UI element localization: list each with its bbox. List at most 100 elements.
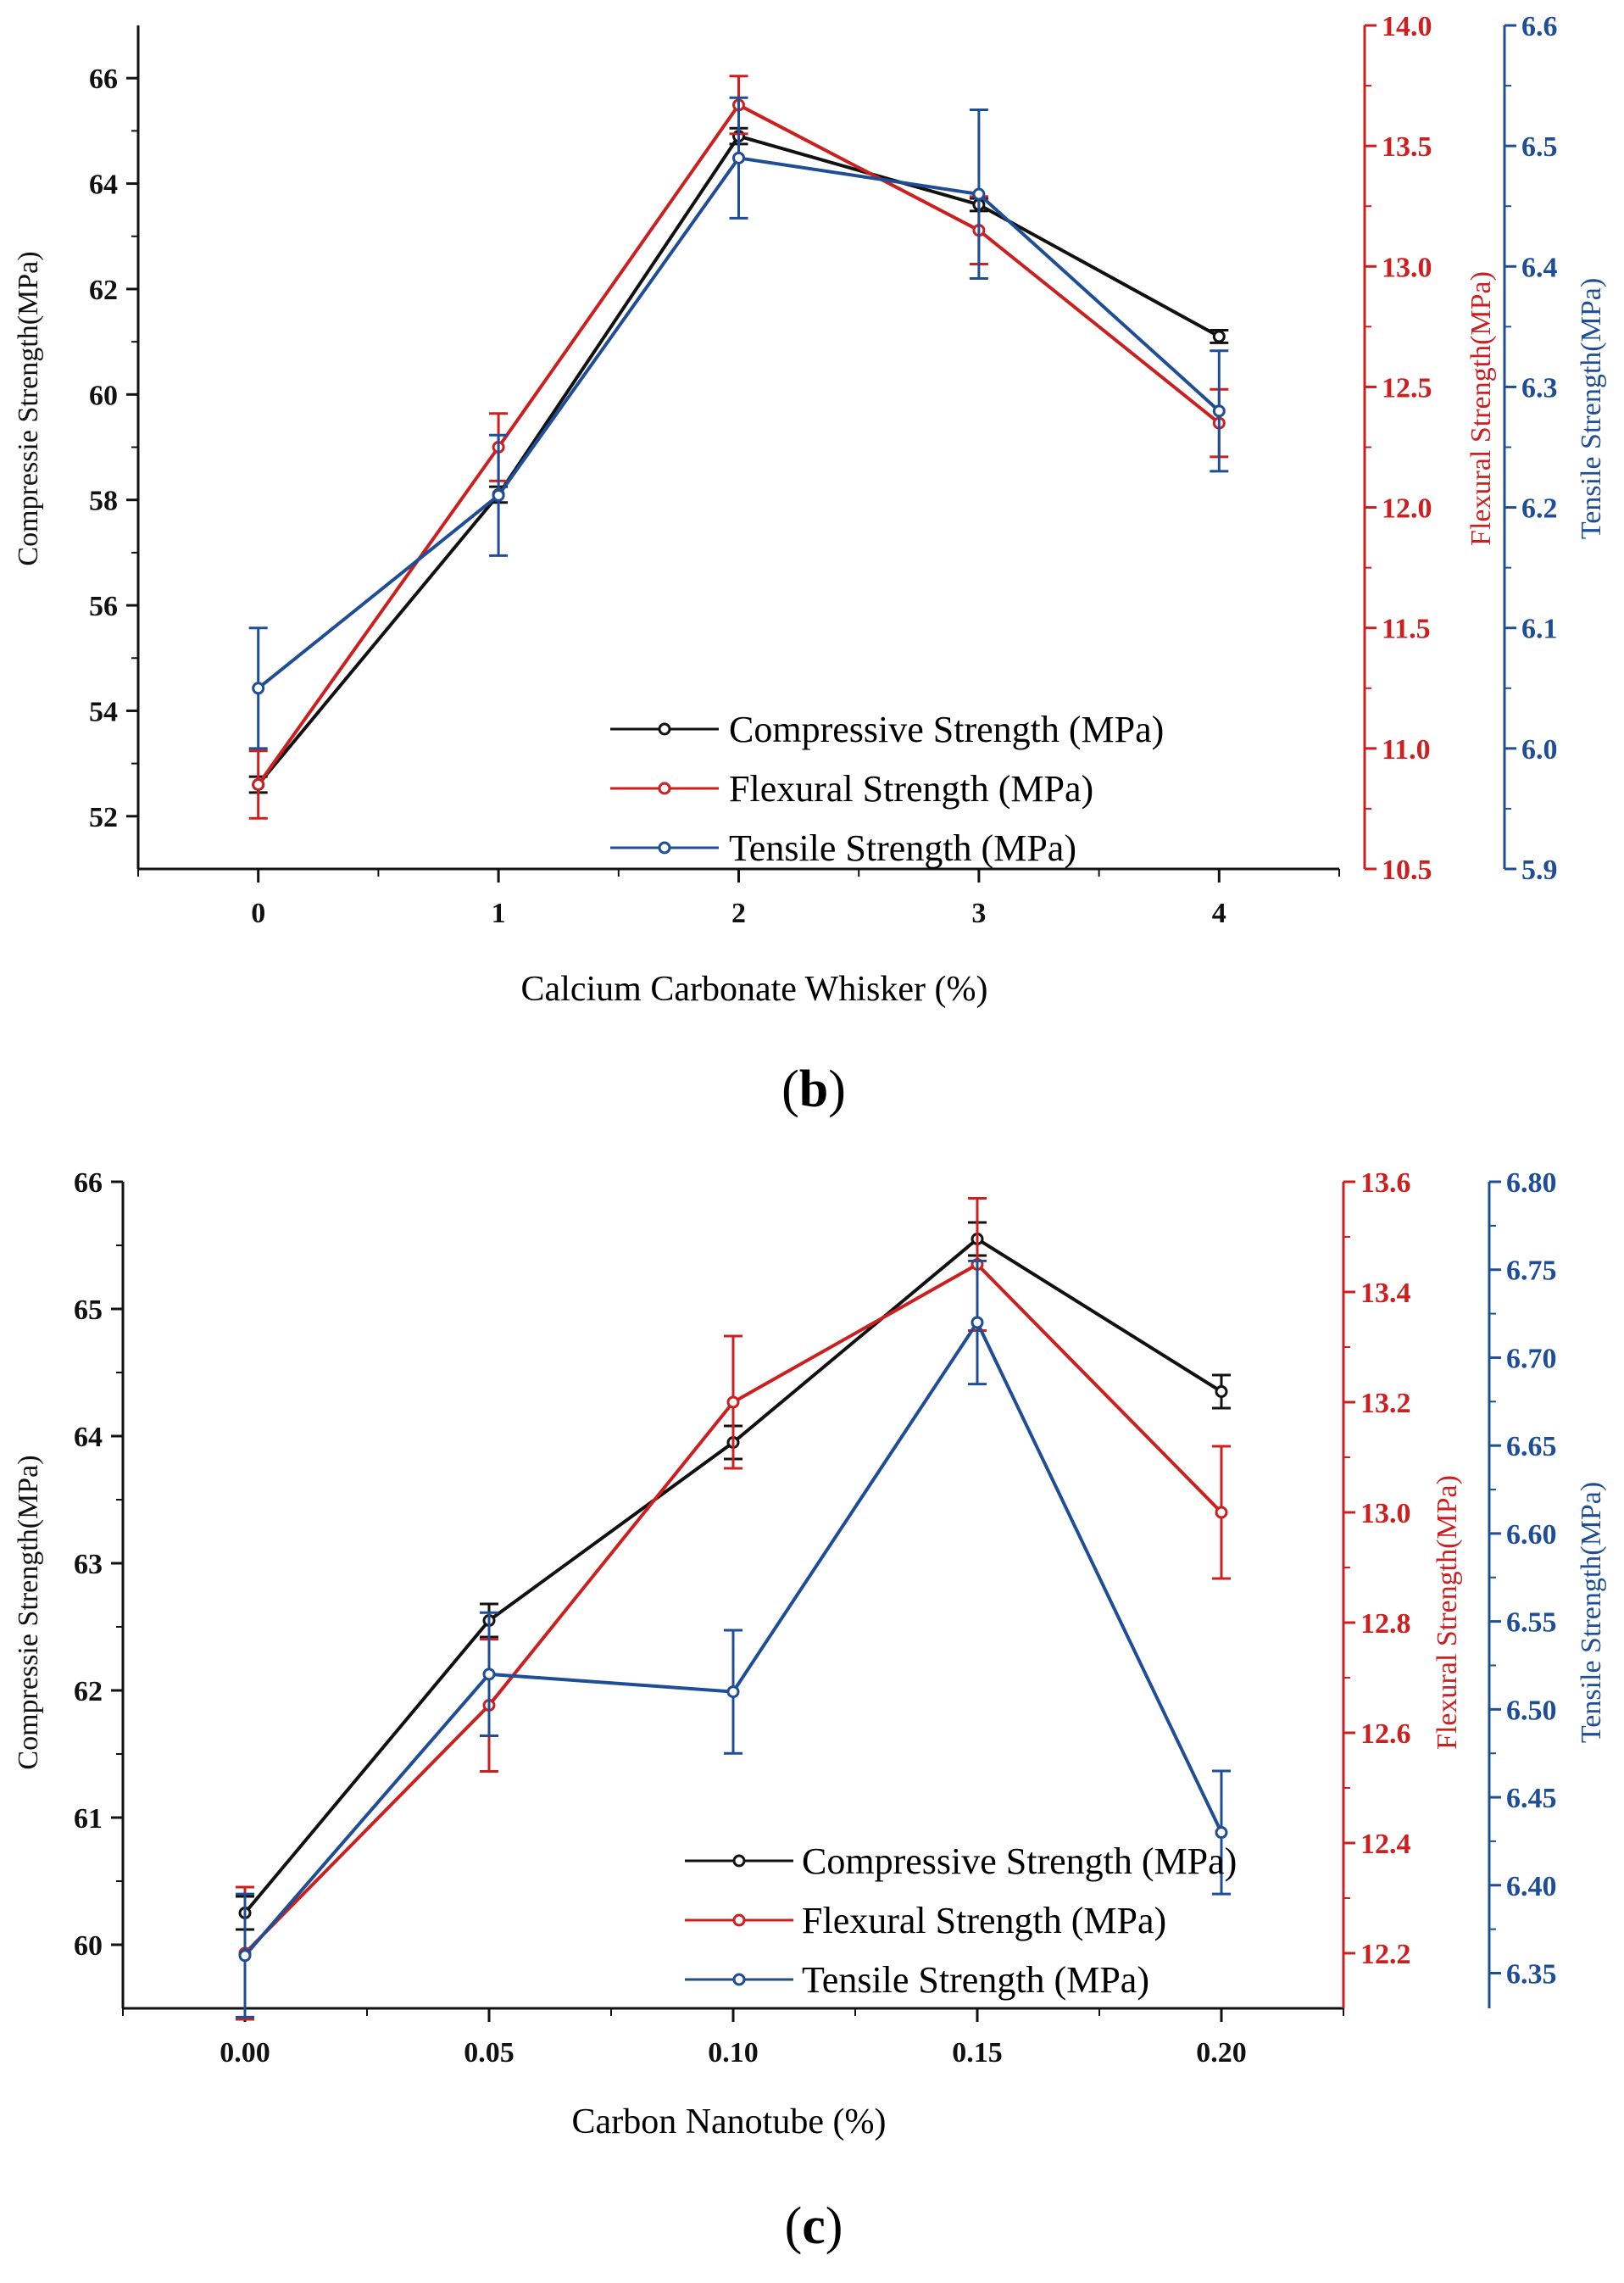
chart-c-left-axis-title: Compressie Strength(MPa) [13,1455,44,1769]
chart-c-tensile-strength-mpa-point [1215,1826,1228,1840]
chart-c-tensile-strength-mpa-tick-label: 6.40 [1506,1871,1557,1902]
chart-c-tensile-strength-mpa-tick-label: 6.35 [1506,1959,1557,1991]
chart-b-tensile-strength-mpa-point [732,151,745,164]
chart-b-flexural-strength-mpa-tick-label: 12.5 [1382,372,1432,404]
chart-c-tensile-strength-mpa-point [238,1949,252,1963]
chart-c-tensile-strength-mpa-tick-label: 6.45 [1506,1783,1557,1814]
chart-b-compressive-strength-mpa-line [257,134,1221,786]
chart-b-flexural-strength-mpa-tick-label: 12.0 [1382,493,1432,525]
chart-b-tensile-axis-title: Tensile Strength(MPa) [1576,278,1607,539]
chart-b-panel-label-open: ( [781,1061,799,1118]
chart-b-panel-label-close: ) [828,1061,846,1118]
chart-b-flexural-strength-mpa-tick-label: 10.5 [1382,855,1432,886]
chart-b-compressive-strength-mpa-point [1212,330,1226,343]
chart-b-compressie-strength-mpa-tick-label: 56 [89,591,118,622]
chart-b-legend: Compressive Strength (MPa) Flexural Stre… [610,709,1164,869]
chart-c-compressive-strength-mpa-point [1215,1385,1228,1398]
chart-c-tensile-strength-mpa-tick-label: 6.80 [1506,1167,1557,1199]
chart-b-tensile-strength-mpa-tick-label: 6.5 [1521,131,1558,163]
chart-b-tensile-strength-mpa-tick-label: 6.6 [1521,11,1558,42]
chart-c-tensile-strength-mpa-tick-label: 6.70 [1506,1343,1557,1374]
chart-c-panel-label: (c) [785,2197,843,2255]
legend-b-tensile-label: Tensile Strength (MPa) [729,827,1076,869]
chart-c-x-tick-label: 0.05 [464,2037,514,2069]
chart-b-panel-label: (b) [781,1061,846,1118]
chart-c-tensile-strength-mpa-tick-label: 6.65 [1506,1431,1557,1462]
chart-panel-b: 0 1 2 3 4 52 54 56 58 60 62 64 66 10.5 11.0 11.5 12.0 12.… [0,0,1624,1141]
chart-b-compressie-strength-mpa-tick-label: 52 [89,802,118,833]
chart-b-compressie-strength-mpa-tick-label: 58 [89,486,118,517]
chart-b-x-tick-label: 1 [492,898,506,929]
chart-c-x-tick-label: 0.15 [952,2037,1003,2069]
legend-c-compressive-label: Compressive Strength (MPa) [802,1840,1237,1882]
chart-b-compressie-strength-mpa-tick-label: 64 [89,170,118,201]
chart-b-tensile-strength-mpa-tick-label: 5.9 [1521,855,1558,886]
chart-b-flexural-strength-mpa-point [252,778,265,791]
chart-c-compressie-strength-mpa-tick-label: 64 [74,1422,103,1453]
chart-c-tensile-strength-mpa-tick-label: 6.50 [1506,1695,1557,1726]
chart-b-svg: 0 1 2 3 4 52 54 56 58 60 62 64 66 10.5 11.0 11.5 12.0 12.… [13,11,1607,1118]
chart-b-flexural-strength-mpa-tick-label: 14.0 [1382,11,1432,42]
chart-c-tensile-strength-mpa-point [726,1685,740,1699]
chart-c-x-axis-title: Carbon Nanotube (%) [572,2102,887,2141]
chart-b-tensile-strength-mpa-point [972,187,986,201]
chart-c-legend: Compressive Strength (MPa) Flexural Stre… [685,1840,1237,2001]
chart-c-compressie-strength-mpa-tick-label: 62 [74,1676,103,1707]
chart-b-tensile-strength-mpa-point [1212,404,1226,418]
chart-c-compressie-strength-mpa-tick-label: 60 [74,1930,103,1962]
chart-b-x-tick-label: 4 [1212,898,1226,929]
chart-c-tensile-axis-title: Tensile Strength(MPa) [1576,1482,1607,1743]
chart-b-flexural-strength-mpa-tick-label: 13.5 [1382,131,1432,163]
chart-b-tensile-strength-mpa-tick-label: 6.2 [1521,493,1558,525]
chart-b-compressie-strength-mpa-tick-label: 54 [89,696,118,727]
chart-b-tensile-strength-mpa-tick-label: 6.1 [1521,614,1558,645]
chart-c-flexural-strength-mpa-point [1215,1506,1228,1519]
chart-c-svg: 0.00 0.05 0.10 0.15 0.20 60 61 62 63 64 65 66 12.2 12… [13,1167,1607,2255]
legend-c-flexural-label: Flexural Strength (MPa) [802,1900,1166,1941]
chart-c-panel-label-open: ( [785,2197,803,2255]
legend-b-compressive-label: Compressive Strength (MPa) [729,709,1164,750]
chart-c-panel-label-close: ) [826,2197,843,2255]
chart-b-plot-area: 0 1 2 3 4 52 54 56 58 60 62 64 66 10.5 11.0 11.5 12.0 12.… [89,11,1558,929]
chart-c-flexural-strength-mpa-tick-label: 13.2 [1360,1388,1411,1419]
chart-c-flexural-strength-mpa-tick-label: 12.2 [1360,1939,1411,1970]
chart-b-tensile-strength-mpa-point [492,488,505,502]
chart-b-tensile-strength-mpa-tick-label: 6.4 [1521,252,1558,283]
chart-b-tensile-strength-mpa-point [252,682,265,695]
chart-c-compressie-strength-mpa-tick-label: 61 [74,1803,103,1835]
chart-b-x-tick-label: 3 [971,898,986,929]
chart-b-x-axis-title: Calcium Carbonate Whisker (%) [521,970,988,1009]
chart-b-flexural-axis-title: Flexural Strength(MPa) [1465,271,1497,546]
chart-c-x-tick-label: 0.20 [1196,2037,1247,2069]
chart-c-flexural-strength-mpa-tick-label: 13.6 [1360,1167,1411,1199]
chart-c-compressie-strength-mpa-tick-label: 63 [74,1549,103,1580]
chart-c-flexural-strength-mpa-tick-label: 12.8 [1360,1608,1411,1640]
chart-c-tensile-strength-mpa-tick-label: 6.55 [1506,1607,1557,1639]
chart-c-flexural-strength-mpa-tick-label: 13.4 [1360,1278,1411,1309]
chart-c-panel-label-letter: c [802,2197,826,2255]
chart-c-flexural-strength-mpa-point [726,1395,740,1409]
chart-c-tensile-strength-mpa-tick-label: 6.75 [1506,1256,1557,1287]
chart-b-flexural-strength-mpa-tick-label: 11.0 [1382,734,1431,766]
chart-c-tensile-strength-mpa-point [482,1668,496,1681]
legend-c-tensile-marker [732,1973,746,1986]
chart-b-x-tick-label: 0 [251,898,265,929]
chart-c-plot-area: 0.00 0.05 0.10 0.15 0.20 60 61 62 63 64 65 66 12.2 12… [74,1167,1557,2069]
legend-c-compressive-marker [732,1854,746,1868]
legend-b-flexural-label: Flexural Strength (MPa) [729,768,1093,810]
chart-c-tensile-strength-mpa-point [971,1316,984,1329]
legend-c-flexural-marker [732,1913,746,1927]
chart-b-left-axis-title: Compressie Strength(MPa) [13,251,44,565]
legend-c-tensile-label: Tensile Strength (MPa) [802,1959,1149,2001]
chart-b-x-tick-label: 2 [731,898,746,929]
chart-b-panel-label-letter: b [799,1061,828,1118]
chart-b-compressie-strength-mpa-tick-label: 62 [89,275,118,306]
chart-b-compressie-strength-mpa-tick-label: 60 [89,380,118,411]
chart-c-flexural-strength-mpa-tick-label: 12.6 [1360,1718,1411,1750]
chart-panel-c: 0.00 0.05 0.10 0.15 0.20 60 61 62 63 64 65 66 12.2 12… [0,1141,1624,2283]
chart-b-tensile-strength-mpa-tick-label: 6.3 [1521,372,1558,404]
chart-c-flexural-strength-mpa-tick-label: 12.4 [1360,1829,1411,1860]
chart-b-compressie-strength-mpa-tick-label: 66 [89,64,118,95]
chart-c-compressie-strength-mpa-tick-label: 65 [74,1295,103,1326]
chart-b-flexural-strength-mpa-tick-label: 11.5 [1382,614,1431,645]
